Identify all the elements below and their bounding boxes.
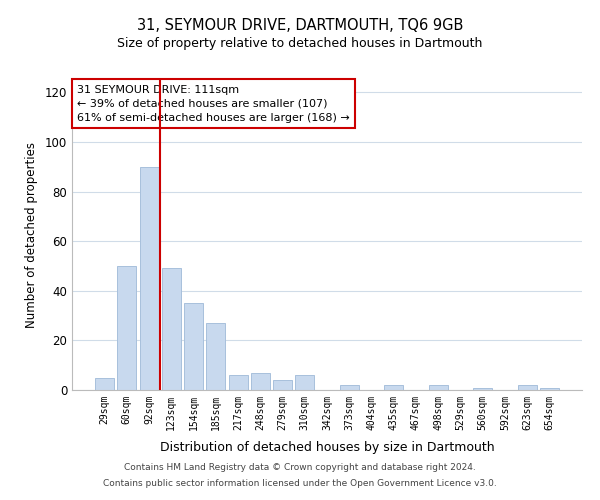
Bar <box>229 375 248 390</box>
Text: Contains public sector information licensed under the Open Government Licence v3: Contains public sector information licen… <box>103 478 497 488</box>
Text: Size of property relative to detached houses in Dartmouth: Size of property relative to detached ho… <box>118 38 482 51</box>
Y-axis label: Number of detached properties: Number of detached properties <box>25 142 38 328</box>
Text: 31, SEYMOUR DRIVE, DARTMOUTH, TQ6 9GB: 31, SEYMOUR DRIVE, DARTMOUTH, TQ6 9GB <box>137 18 463 32</box>
Bar <box>273 380 292 390</box>
Bar <box>340 385 359 390</box>
Bar <box>206 323 225 390</box>
Text: Contains HM Land Registry data © Crown copyright and database right 2024.: Contains HM Land Registry data © Crown c… <box>124 464 476 472</box>
Bar <box>518 385 536 390</box>
Bar <box>118 266 136 390</box>
Bar <box>162 268 181 390</box>
Bar <box>540 388 559 390</box>
Bar <box>384 385 403 390</box>
Bar <box>95 378 114 390</box>
Bar <box>140 167 158 390</box>
X-axis label: Distribution of detached houses by size in Dartmouth: Distribution of detached houses by size … <box>160 441 494 454</box>
Bar <box>251 372 270 390</box>
Bar <box>473 388 492 390</box>
Bar <box>429 385 448 390</box>
Text: 31 SEYMOUR DRIVE: 111sqm
← 39% of detached houses are smaller (107)
61% of semi-: 31 SEYMOUR DRIVE: 111sqm ← 39% of detach… <box>77 84 350 122</box>
Bar <box>295 375 314 390</box>
Bar <box>184 303 203 390</box>
